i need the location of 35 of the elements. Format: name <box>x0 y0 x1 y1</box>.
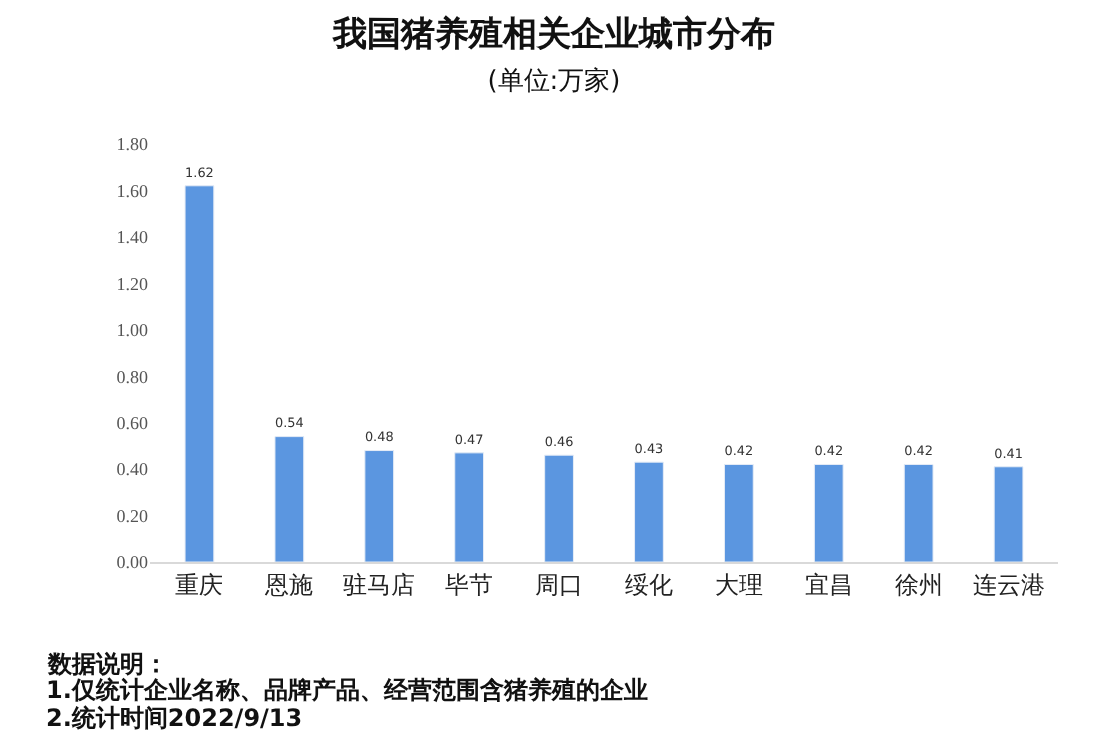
bar <box>634 461 664 562</box>
bar <box>184 185 215 562</box>
bar <box>903 463 934 562</box>
x-tick-label: 驻马店 <box>343 570 416 599</box>
chart-title: 我国猪养殖相关企业城市分布 <box>331 15 775 56</box>
x-tick-label: 绥化 <box>624 570 673 599</box>
bar <box>813 463 844 562</box>
x-tick-label: 周口 <box>535 570 584 599</box>
y-tick-label: 0.20 <box>116 505 149 526</box>
y-tick-label: 0.80 <box>116 366 149 387</box>
bar <box>993 466 1024 562</box>
bar <box>274 436 305 562</box>
text: 2.统计时间2022/9/13 <box>46 704 303 732</box>
x-tick-label: 连云港 <box>972 570 1045 599</box>
bar <box>544 454 574 562</box>
y-tick-label: 0.60 <box>116 412 149 433</box>
y-tick-label: 1.80 <box>116 134 149 155</box>
chart-subtitle: (单位:万家) <box>487 65 621 98</box>
x-tick-label: 毕节 <box>445 570 494 599</box>
y-tick-label: 1.60 <box>116 180 149 201</box>
x-tick-label: 大理 <box>714 570 763 599</box>
bar <box>454 452 485 562</box>
y-tick-label: 1.40 <box>116 227 149 248</box>
bar <box>723 463 754 562</box>
x-tick-label: 徐州 <box>894 570 943 599</box>
y-tick-label: 0.40 <box>116 459 149 480</box>
y-tick-label: 1.00 <box>116 320 149 341</box>
y-tick-label: 0.00 <box>116 552 149 573</box>
bar <box>364 450 395 562</box>
text: 数据说明： <box>46 650 168 678</box>
x-tick-label: 宜昌 <box>804 570 853 599</box>
text: 1.仅统计企业名称、品牌产品、经营范围含猪养殖的企业 <box>46 676 648 704</box>
y-tick-label: 1.20 <box>116 273 149 294</box>
x-tick-label: 恩施 <box>263 570 314 599</box>
x-tick-label: 重庆 <box>175 570 224 599</box>
